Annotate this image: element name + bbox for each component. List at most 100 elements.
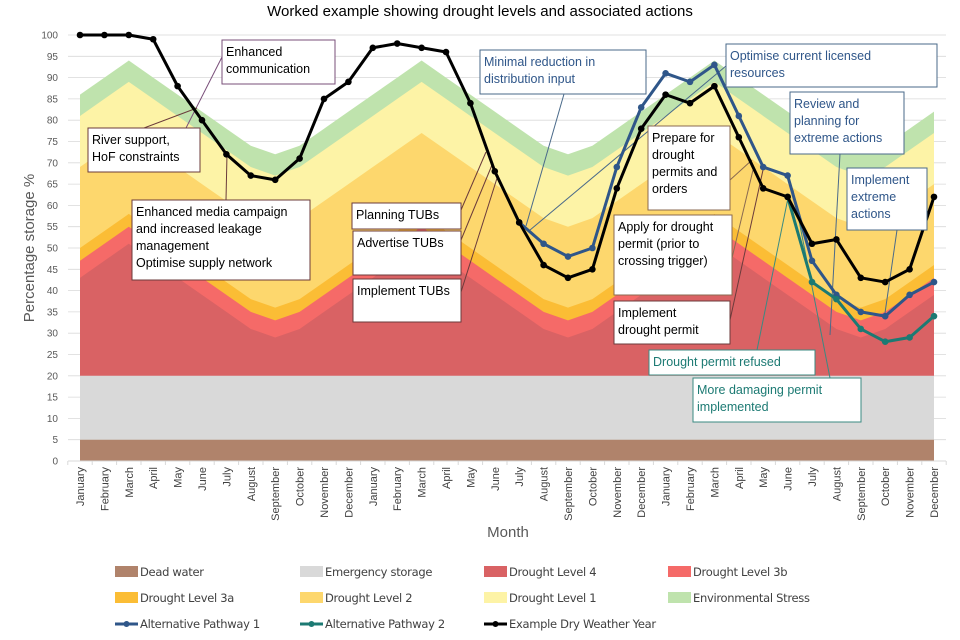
x-tick-label: June	[783, 467, 795, 491]
legend: Dead water Emergency storage Drought Level…	[115, 565, 810, 631]
y-tick-label: 10	[47, 414, 59, 425]
data-point	[711, 82, 718, 90]
annotations: Enhanced communication River support, HoF c…	[87, 39, 938, 423]
y-tick-label: 65	[47, 180, 59, 191]
data-point	[881, 312, 889, 320]
data-point	[320, 95, 328, 103]
legend-item: Alternative Pathway 1	[115, 617, 260, 631]
legend-label: Alternative Pathway 2	[325, 617, 445, 631]
y-tick-label: 20	[47, 371, 59, 382]
y-tick-label: 15	[47, 393, 59, 404]
x-tick-label: February	[99, 467, 111, 512]
data-point	[540, 261, 547, 269]
y-tick-label: 50	[47, 244, 59, 255]
data-point	[857, 274, 865, 282]
x-tick-label: September	[270, 467, 282, 521]
annotation-text: extreme	[851, 190, 896, 204]
annotation-box	[351, 202, 462, 230]
data-point	[149, 35, 157, 43]
data-point	[174, 82, 181, 90]
annotation-box	[648, 349, 816, 376]
data-point	[686, 78, 694, 86]
legend-label: Drought Level 3a	[140, 591, 234, 605]
annotation-text: communication	[226, 62, 310, 76]
annotation-text: River support,	[92, 133, 170, 147]
annotation-box	[725, 43, 938, 88]
x-tick-label: January	[368, 467, 380, 507]
annotation-text: Apply for drought	[618, 220, 714, 234]
data-point	[759, 185, 767, 192]
legend-item: Drought Level 3a	[115, 591, 234, 605]
data-point	[564, 274, 572, 282]
annotation-box	[692, 377, 862, 423]
annotation-text: actions	[851, 207, 891, 221]
y-tick-label: 95	[47, 52, 59, 63]
x-tick-label: August	[539, 467, 551, 501]
data-point	[369, 44, 377, 52]
annotation-text: implemented	[697, 400, 769, 414]
x-tick-label: March	[124, 467, 136, 498]
data-point	[857, 308, 865, 316]
legend-item: Drought Level 3b	[668, 565, 788, 579]
annotation-text: orders	[652, 182, 687, 196]
data-point	[808, 240, 816, 248]
x-tick-label: October	[587, 467, 599, 506]
annotation-river-support: River support, HoF constraints	[87, 127, 201, 173]
data-point	[589, 244, 596, 252]
data-point	[198, 116, 206, 124]
x-tick-label: February	[392, 467, 404, 512]
legend-label: Dead water	[140, 565, 204, 579]
leader-line-advertise-tubs	[460, 164, 493, 241]
annotation-text: distribution input	[484, 72, 576, 86]
series-line	[518, 63, 935, 318]
x-tick-label: September	[563, 467, 575, 521]
data-point	[784, 193, 791, 201]
leader-line-planning-tubs	[460, 151, 487, 211]
annotation-more-damaging: More damaging permit implemented	[692, 377, 862, 423]
annotation-box	[789, 91, 905, 155]
annotation-text: Implement TUBs	[357, 284, 450, 298]
annotation-advertise-tubs: Advertise TUBs	[352, 230, 462, 276]
annotation-text: Planning TUBs	[356, 208, 439, 222]
x-tick-label: March	[417, 467, 429, 498]
legend-marker	[492, 621, 499, 627]
legend-label: Drought Level 1	[509, 591, 596, 605]
leader-line-prepare-permits	[729, 159, 753, 181]
data-point	[345, 78, 352, 86]
annotation-implement-extreme: Implement extreme actions	[846, 167, 928, 231]
y-tick-label: 75	[47, 137, 59, 148]
data-point	[442, 48, 450, 56]
x-tick-label: August	[831, 467, 843, 501]
annotation-text: and increased leakage	[136, 222, 262, 236]
x-tick-label: March	[709, 467, 721, 498]
data-point	[76, 31, 84, 39]
legend-swatch	[300, 566, 323, 577]
x-tick-label: September	[856, 467, 868, 521]
annotation-text: Implement	[618, 306, 677, 320]
annotation-text: HoF constraints	[92, 150, 180, 164]
data-point	[808, 257, 816, 265]
annotation-text: Enhanced media campaign	[136, 205, 288, 219]
annotation-apply-permit: Apply for drought permit (prior to crossin…	[613, 214, 733, 296]
legend-item: Example Dry Weather Year	[484, 617, 657, 631]
series-line	[80, 33, 936, 284]
data-point	[662, 70, 669, 77]
annotation-box	[221, 39, 336, 85]
data-point	[223, 150, 230, 158]
legend-swatch	[668, 566, 691, 577]
data-point	[930, 312, 938, 320]
annotation-text: crossing trigger)	[618, 254, 708, 268]
x-tick-label: July	[514, 467, 526, 487]
data-point	[247, 172, 255, 179]
annotation-text: Optimise current licensed	[730, 49, 871, 63]
legend-swatch	[668, 592, 691, 603]
legend-label: Emergency storage	[325, 565, 432, 579]
y-tick-label: 55	[47, 222, 59, 233]
y-axis-ticks: 0 5 10 15 20 25 30 35 40 45 50 55 60 65 70 75 80 85 90 95 10…	[41, 31, 58, 468]
x-tick-label: December	[929, 467, 941, 518]
chart-title: Worked example showing drought levels an…	[267, 3, 693, 20]
annotation-text: drought permit	[618, 323, 699, 337]
y-tick-label: 85	[47, 94, 59, 105]
x-tick-label: April	[734, 467, 746, 489]
x-tick-label: May	[758, 467, 770, 488]
